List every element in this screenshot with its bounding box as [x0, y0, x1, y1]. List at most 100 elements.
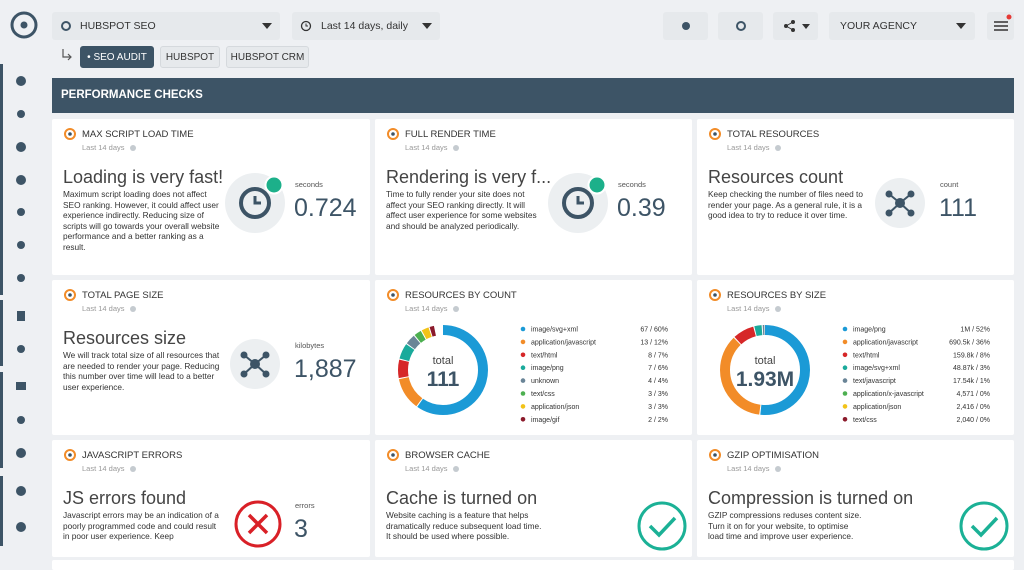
period-select[interactable]: Last 14 days, daily [292, 12, 440, 40]
breadcrumb-active[interactable]: • SEO AUDIT [80, 46, 154, 68]
card: MAX SCRIPT LOAD TIME Last 14 days Loading … [52, 119, 370, 275]
legend-value: 3 / 3% [648, 404, 668, 411]
legend-value: 159.8k / 8% [953, 352, 990, 359]
card-graphics [387, 128, 608, 233]
caret [262, 23, 272, 29]
legend-dot [842, 365, 848, 370]
agency-select[interactable]: YOUR AGENCY [829, 12, 975, 40]
legend-value: 2,416 / 0% [957, 404, 990, 411]
donut-segment [398, 325, 488, 415]
card-icon [709, 128, 721, 140]
card-icon-dot [68, 132, 72, 136]
legend-dot [842, 352, 848, 358]
card-heading: Resources size [63, 328, 187, 348]
account-select[interactable]: HUBSPOT SEO [52, 12, 280, 40]
section-title: PERFORMANCE CHECKS [61, 89, 203, 101]
icon [784, 20, 810, 32]
info-dot [452, 466, 459, 472]
card-title: MAX SCRIPT LOAD TIME [82, 129, 194, 140]
card-title: TOTAL PAGE SIZE [82, 290, 164, 301]
card-icon [64, 128, 76, 140]
logo[interactable] [10, 11, 38, 39]
card-graphics: image/png 1M / 52% application/javascript 6… [709, 289, 990, 424]
card-unit: seconds [618, 180, 646, 189]
legend-value: 1M / 52% [960, 327, 990, 334]
card-period: Last 14 days [727, 464, 781, 473]
agency-name: YOUR AGENCY [840, 20, 918, 32]
legend-dot [520, 378, 526, 383]
card-period: Last 14 days [82, 143, 136, 152]
legend-label: text/html [853, 352, 880, 359]
card-value: 0.724 [294, 194, 357, 222]
donut-segment [720, 325, 810, 415]
card-period: Last 14 days [82, 304, 136, 313]
info-dot [452, 145, 459, 151]
card-value: 111 [939, 194, 978, 222]
caret [422, 23, 432, 29]
debug-button[interactable] [718, 12, 763, 40]
card-icon-dot [391, 293, 395, 297]
ok-ring [637, 501, 687, 551]
card: TOTAL RESOURCES Last 14 days Resources cou… [697, 119, 1014, 275]
card-heading: Resources count [708, 167, 844, 187]
legend-dot [520, 417, 526, 422]
legend-value: 67 / 60% [640, 327, 668, 334]
sidebar-menu[interactable] [16, 76, 26, 532]
plugin-button[interactable] [663, 12, 708, 40]
error-ring [234, 500, 282, 548]
legend-dot [520, 404, 526, 409]
card-description: GZIP compressions reduses content size. … [708, 510, 862, 542]
legend-dot [842, 326, 848, 332]
legend-label: text/javascript [853, 378, 896, 385]
card-description: Keep checking the number of files need t… [708, 189, 863, 221]
donut-segment [398, 325, 488, 415]
card-title: JAVASCRIPT ERRORS [82, 450, 183, 461]
legend-value: 17.54k / 1% [953, 378, 990, 385]
legend-value: 4,571 / 0% [957, 391, 990, 398]
legend-dot [842, 404, 848, 409]
icon-hub [250, 359, 260, 369]
donut-total-label: total [755, 355, 776, 367]
card-description: We will track total size of all resource… [63, 350, 220, 392]
card-period: Last 14 days [405, 464, 459, 473]
icon-node [262, 351, 270, 359]
card-icon-dot [391, 453, 395, 457]
card: image/svg+xml 67 / 60% application/javascr… [375, 280, 692, 435]
sidebar-bar [0, 64, 3, 295]
card-value: 3 [294, 515, 308, 543]
card-icon [709, 289, 721, 301]
card-icon [387, 449, 399, 461]
legend-dot [520, 352, 526, 358]
breadcrumb[interactable]: HUBSPOT CRM [226, 46, 309, 68]
donut-segment [720, 325, 810, 415]
legend-label: image/svg+xml [853, 365, 900, 372]
info-dot [129, 145, 136, 151]
icon-node [907, 209, 915, 217]
share-button[interactable] [773, 12, 818, 40]
info-dot [129, 466, 136, 472]
card-period: Last 14 days [82, 464, 136, 473]
card-icon-dot [713, 293, 717, 297]
icon [682, 22, 690, 30]
card-icon [387, 289, 399, 301]
legend-label: application/javascript [531, 339, 596, 346]
menu-button[interactable] [987, 12, 1014, 40]
legend-dot [520, 339, 526, 345]
error-cross [247, 513, 269, 535]
legend-label: application/javascript [853, 339, 918, 346]
card-unit: seconds [295, 180, 323, 189]
status-dot [264, 175, 284, 195]
card: GZIP OPTIMISATION Last 14 days Compression… [697, 440, 1014, 557]
breadcrumb[interactable]: HUBSPOT [160, 46, 220, 68]
legend-label: image/gif [531, 417, 559, 424]
card: FULL RENDER TIME Last 14 days Rendering is… [375, 119, 692, 275]
card-title: GZIP OPTIMISATION [727, 450, 820, 461]
card-unit: count [940, 180, 959, 189]
legend-value: 13 / 12% [640, 339, 668, 346]
card-heading: Cache is turned on [386, 488, 538, 508]
info-dot [774, 145, 781, 151]
card-heading: Compression is turned on [708, 488, 914, 508]
breadcrumb-arrow [62, 49, 72, 61]
card-heading: JS errors found [63, 488, 187, 508]
